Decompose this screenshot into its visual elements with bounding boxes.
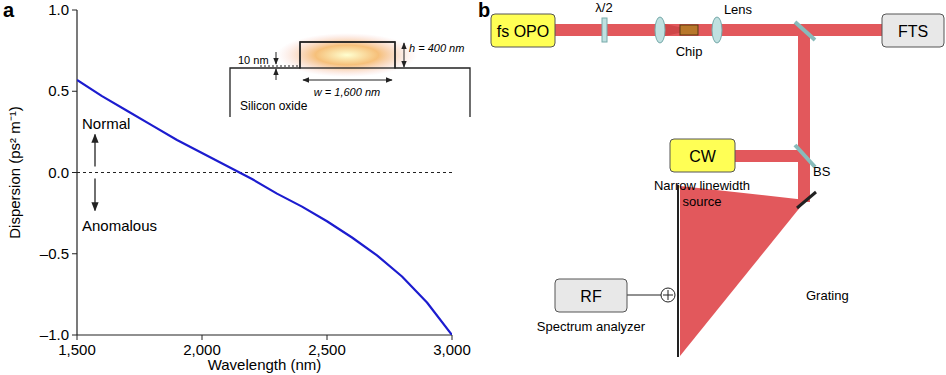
substrate-label: Silicon oxide	[240, 99, 308, 113]
chip	[680, 25, 698, 35]
inset: 10 nm w = 1,600 nm h = 400 nm Silicon oxide	[230, 33, 470, 117]
width-label: w = 1,600 nm	[314, 86, 380, 98]
x-tick-label: 3,000	[433, 341, 471, 358]
rf-caption: Spectrum analyzer	[537, 319, 646, 334]
slab-arrow	[276, 52, 277, 64]
mirror	[795, 22, 815, 40]
x-axis-title: Wavelength (nm)	[208, 356, 322, 373]
x-tick	[77, 335, 78, 340]
slab-arrow	[276, 69, 277, 80]
grating	[797, 192, 816, 208]
zero-line	[77, 172, 452, 173]
chip-label: Chip	[676, 44, 703, 59]
height-arrow	[404, 43, 405, 67]
width-arrow	[303, 80, 392, 81]
grating-label: Grating	[806, 288, 849, 303]
fts-box	[882, 14, 944, 47]
half-wave-plate	[602, 18, 607, 42]
y-tick	[72, 10, 77, 11]
cw-label: CW	[689, 148, 717, 165]
beam	[798, 30, 810, 202]
y-tick	[72, 335, 77, 336]
cw-box	[670, 139, 735, 172]
beam-splitter	[795, 145, 815, 167]
dispersed-beam	[680, 186, 806, 356]
photodiode	[661, 288, 675, 302]
y-tick	[72, 91, 77, 92]
mode-glow	[277, 33, 417, 77]
y-tick	[72, 253, 77, 254]
y-tick-label: 0.5	[48, 82, 69, 99]
beam	[735, 150, 805, 162]
anomalous-arrow	[94, 179, 95, 211]
y-tick	[72, 172, 77, 173]
bs-label: BS	[813, 164, 831, 179]
figure: a 10 nm w = 1,600 nm h = 400 nm Silicon oxid…	[0, 0, 946, 375]
panel-label: b	[478, 0, 490, 21]
y-tick-label: 1.0	[48, 1, 69, 18]
slab-label: 10 nm	[238, 54, 269, 66]
substrate-outline	[230, 42, 470, 117]
lens	[655, 17, 665, 43]
dispersion-curve	[77, 80, 452, 335]
x-tick	[202, 335, 203, 340]
panel-label: a	[3, 0, 15, 21]
normal-arrow	[94, 135, 95, 167]
waveguide	[300, 42, 395, 68]
photodiode-symbol	[663, 290, 673, 300]
y-tick-label: –0.5	[40, 245, 69, 262]
x-tick-label: 1,500	[58, 341, 96, 358]
lens	[712, 17, 722, 43]
rf-label: RF	[580, 288, 602, 305]
height-label: h = 400 nm	[409, 42, 464, 54]
anomalous-label: Anomalous	[82, 217, 157, 234]
plot-area	[77, 80, 452, 335]
rf-box	[555, 279, 627, 312]
y-tick-label: –1.0	[40, 326, 69, 343]
cable	[627, 295, 661, 296]
cw-caption: source	[682, 194, 721, 209]
normal-label: Normal	[82, 115, 130, 132]
fts-label: FTS	[898, 23, 928, 40]
x-tick	[452, 335, 453, 340]
half-wave-label: λ/2	[595, 0, 612, 15]
y-tick-label: 0.0	[48, 164, 69, 181]
y-axis-title: Dispersion (ps² m⁻¹)	[6, 106, 23, 239]
fs-opo-box	[491, 14, 555, 47]
slit-screen	[677, 185, 679, 357]
cw-caption: Narrow linewidth	[654, 178, 750, 193]
fs-opo-label: fs OPO	[497, 23, 549, 40]
x-tick	[327, 335, 328, 340]
lens-label: Lens	[724, 2, 753, 17]
x-axis	[77, 334, 452, 335]
